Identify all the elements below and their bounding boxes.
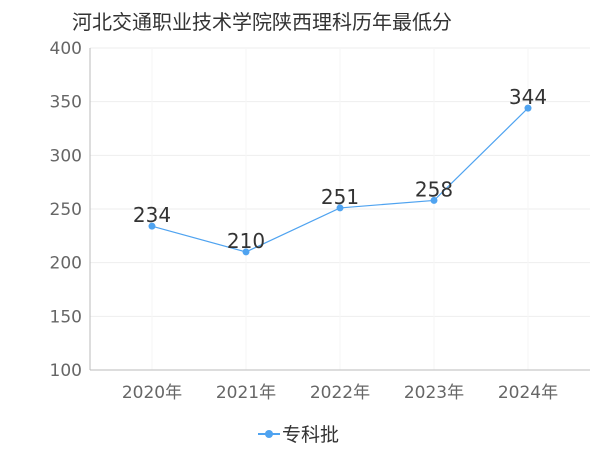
y-tick-label: 150 <box>50 307 82 327</box>
data-point <box>430 196 438 204</box>
series-layer <box>148 104 532 256</box>
y-tick-label: 400 <box>50 39 82 59</box>
legend[interactable]: 专科批 <box>258 420 339 447</box>
y-tick-label: 350 <box>50 93 82 113</box>
data-point <box>524 104 532 112</box>
data-labels: 234 210 251 258 344 <box>133 85 547 253</box>
legend-label: 专科批 <box>282 424 340 446</box>
x-tick-label: 2021年 <box>216 383 276 403</box>
y-tick-labels: 100 150 200 250 300 350 400 <box>50 39 82 381</box>
x-tick-label: 2023年 <box>404 383 464 403</box>
axes <box>89 48 590 371</box>
legend-marker-icon <box>258 428 280 440</box>
data-label: 344 <box>509 85 547 109</box>
y-tick-label: 100 <box>50 361 82 381</box>
y-tick-label: 300 <box>50 146 82 166</box>
chart-title: 河北交通职业技术学院陕西理科历年最低分 <box>72 10 452 34</box>
x-tick-label: 2022年 <box>310 383 370 403</box>
data-label: 251 <box>321 185 359 209</box>
x-tick-label: 2020年 <box>122 383 182 403</box>
x-tick-labels: 2020年 2021年 2022年 2023年 2024年 <box>122 383 558 403</box>
data-point <box>242 248 250 256</box>
y-tick-label: 200 <box>50 254 82 274</box>
data-label: 258 <box>415 177 453 201</box>
data-point <box>148 222 156 230</box>
x-tick-label: 2024年 <box>498 383 558 403</box>
data-label: 234 <box>133 203 171 227</box>
data-point <box>336 204 344 212</box>
y-tick-label: 250 <box>50 200 82 220</box>
data-label: 210 <box>227 229 265 253</box>
